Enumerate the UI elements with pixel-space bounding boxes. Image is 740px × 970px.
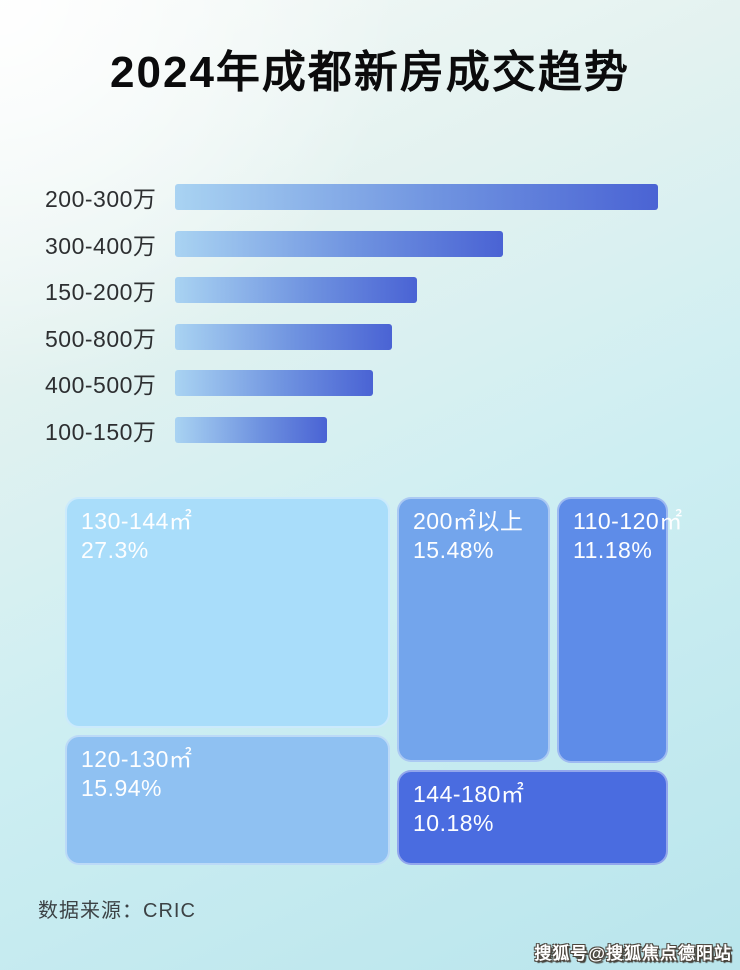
page-title: 2024年成都新房成交趋势: [110, 48, 630, 97]
bar: [175, 184, 658, 210]
tile-percent-label: 15.94%: [81, 775, 163, 801]
bar-row: 200-300万: [45, 184, 695, 212]
bar: [175, 323, 392, 350]
bar-category-label: 500-800万: [45, 325, 157, 352]
tile-percent-label: 27.3%: [81, 537, 149, 563]
treemap-tile: 120-130㎡ 15.94%: [65, 735, 390, 865]
tile-percent-label: 11.18%: [573, 537, 653, 563]
treemap-tile: 200㎡以上 15.48%: [397, 497, 550, 762]
bar-row: 300-400万: [45, 230, 695, 259]
tile-range-label: 144-180㎡: [413, 781, 525, 807]
bar-category-label: 300-400万: [45, 232, 157, 259]
tile-range-label: 200㎡以上: [413, 508, 524, 534]
bar-category-label: 400-500万: [45, 372, 157, 398]
treemap-tile: 110-120㎡ 11.18%: [557, 497, 683, 763]
bar-row: 400-500万: [45, 370, 695, 398]
tile-range-label: 110-120㎡: [573, 508, 683, 534]
bar-row: 150-200万: [45, 277, 695, 305]
price-bar-chart: 200-300万 300-400万 150-200万 500-800万 400-500万…: [45, 184, 695, 463]
area-treemap: 130-144㎡ 27.3% 120-130㎡ 15.94% 200㎡以上 15.48% 1…: [65, 497, 683, 865]
data-source-label: 数据来源：CRIC: [38, 900, 196, 922]
bar-category-label: 200-300万: [45, 186, 157, 212]
bar: [175, 416, 327, 443]
tile-percent-label: 15.48%: [413, 537, 495, 563]
treemap-tile: 144-180㎡ 10.18%: [397, 770, 668, 865]
treemap-tile: 130-144㎡ 27.3%: [65, 497, 390, 728]
watermark: 搜狐号@搜狐焦点德阳站: [534, 944, 732, 963]
bar: [175, 370, 373, 396]
bar-row: 100-150万: [45, 416, 695, 445]
bar-category-label: 150-200万: [45, 279, 157, 305]
bar-row: 500-800万: [45, 323, 695, 352]
bar: [175, 277, 417, 303]
bar: [175, 230, 503, 257]
bar-category-label: 100-150万: [45, 418, 157, 445]
tile-range-label: 120-130㎡: [81, 746, 193, 772]
tile-percent-label: 10.18%: [413, 810, 495, 836]
tile-range-label: 130-144㎡: [81, 508, 193, 534]
